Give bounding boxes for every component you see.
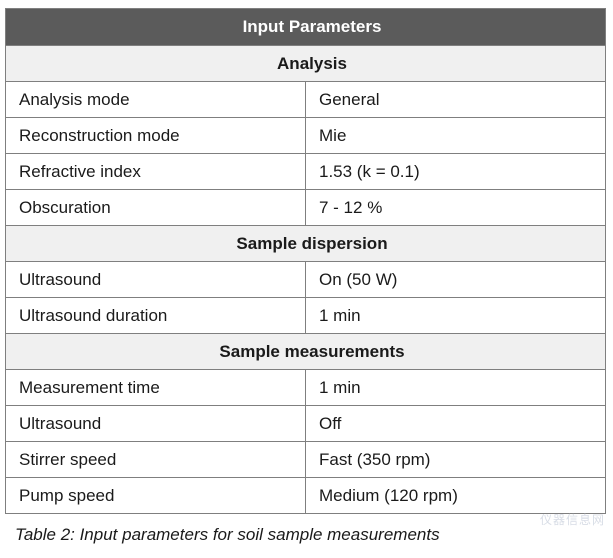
param-label: Stirrer speed <box>5 441 306 478</box>
param-value: Medium (120 rpm) <box>304 477 607 514</box>
section-heading-analysis: Analysis <box>4 45 607 82</box>
table-row: Ultrasound On (50 W) <box>5 261 607 298</box>
table-row: Reconstruction mode Mie <box>5 117 607 154</box>
param-label: Pump speed <box>5 477 306 514</box>
param-label: Measurement time <box>5 369 306 406</box>
table-row: Obscuration 7 - 12 % <box>5 189 607 226</box>
param-value: On (50 W) <box>304 261 607 298</box>
param-value: General <box>304 81 607 118</box>
table-caption: Table 2: Input parameters for soil sampl… <box>15 525 440 544</box>
param-value: Fast (350 rpm) <box>304 441 607 478</box>
table-row: Pump speed Medium (120 rpm) <box>5 477 607 514</box>
table-row: Refractive index 1.53 (k = 0.1) <box>5 153 607 190</box>
section-row: Sample dispersion <box>4 225 607 262</box>
param-value: 7 - 12 % <box>304 189 607 226</box>
table-row: Ultrasound duration 1 min <box>5 297 607 334</box>
section-heading-sample-dispersion: Sample dispersion <box>4 225 607 262</box>
param-label: Obscuration <box>5 189 306 226</box>
table-row: Measurement time 1 min <box>5 369 607 406</box>
table-title: Input Parameters <box>4 8 607 46</box>
param-value: 1 min <box>304 369 607 406</box>
param-label: Refractive index <box>5 153 306 190</box>
param-label: Reconstruction mode <box>5 117 306 154</box>
section-row: Sample measurements <box>4 333 607 370</box>
param-value: Mie <box>304 117 607 154</box>
param-value: 1.53 (k = 0.1) <box>304 153 607 190</box>
table-row: Analysis mode General <box>5 81 607 118</box>
table-row: Ultrasound Off <box>5 405 607 442</box>
table-title-row: Input Parameters <box>4 8 607 46</box>
table-row: Stirrer speed Fast (350 rpm) <box>5 441 607 478</box>
param-label: Analysis mode <box>5 81 306 118</box>
input-parameters-table: Input Parameters Analysis Analysis mode … <box>4 8 607 514</box>
param-label: Ultrasound <box>5 405 306 442</box>
section-row: Analysis <box>4 45 607 82</box>
document: Input Parameters Analysis Analysis mode … <box>4 8 607 545</box>
param-value: 1 min <box>304 297 607 334</box>
section-heading-sample-measurements: Sample measurements <box>4 333 607 370</box>
param-value: Off <box>304 405 607 442</box>
watermark: 仪器信息网 <box>539 513 605 527</box>
param-label: Ultrasound duration <box>5 297 306 334</box>
param-label: Ultrasound <box>5 261 306 298</box>
